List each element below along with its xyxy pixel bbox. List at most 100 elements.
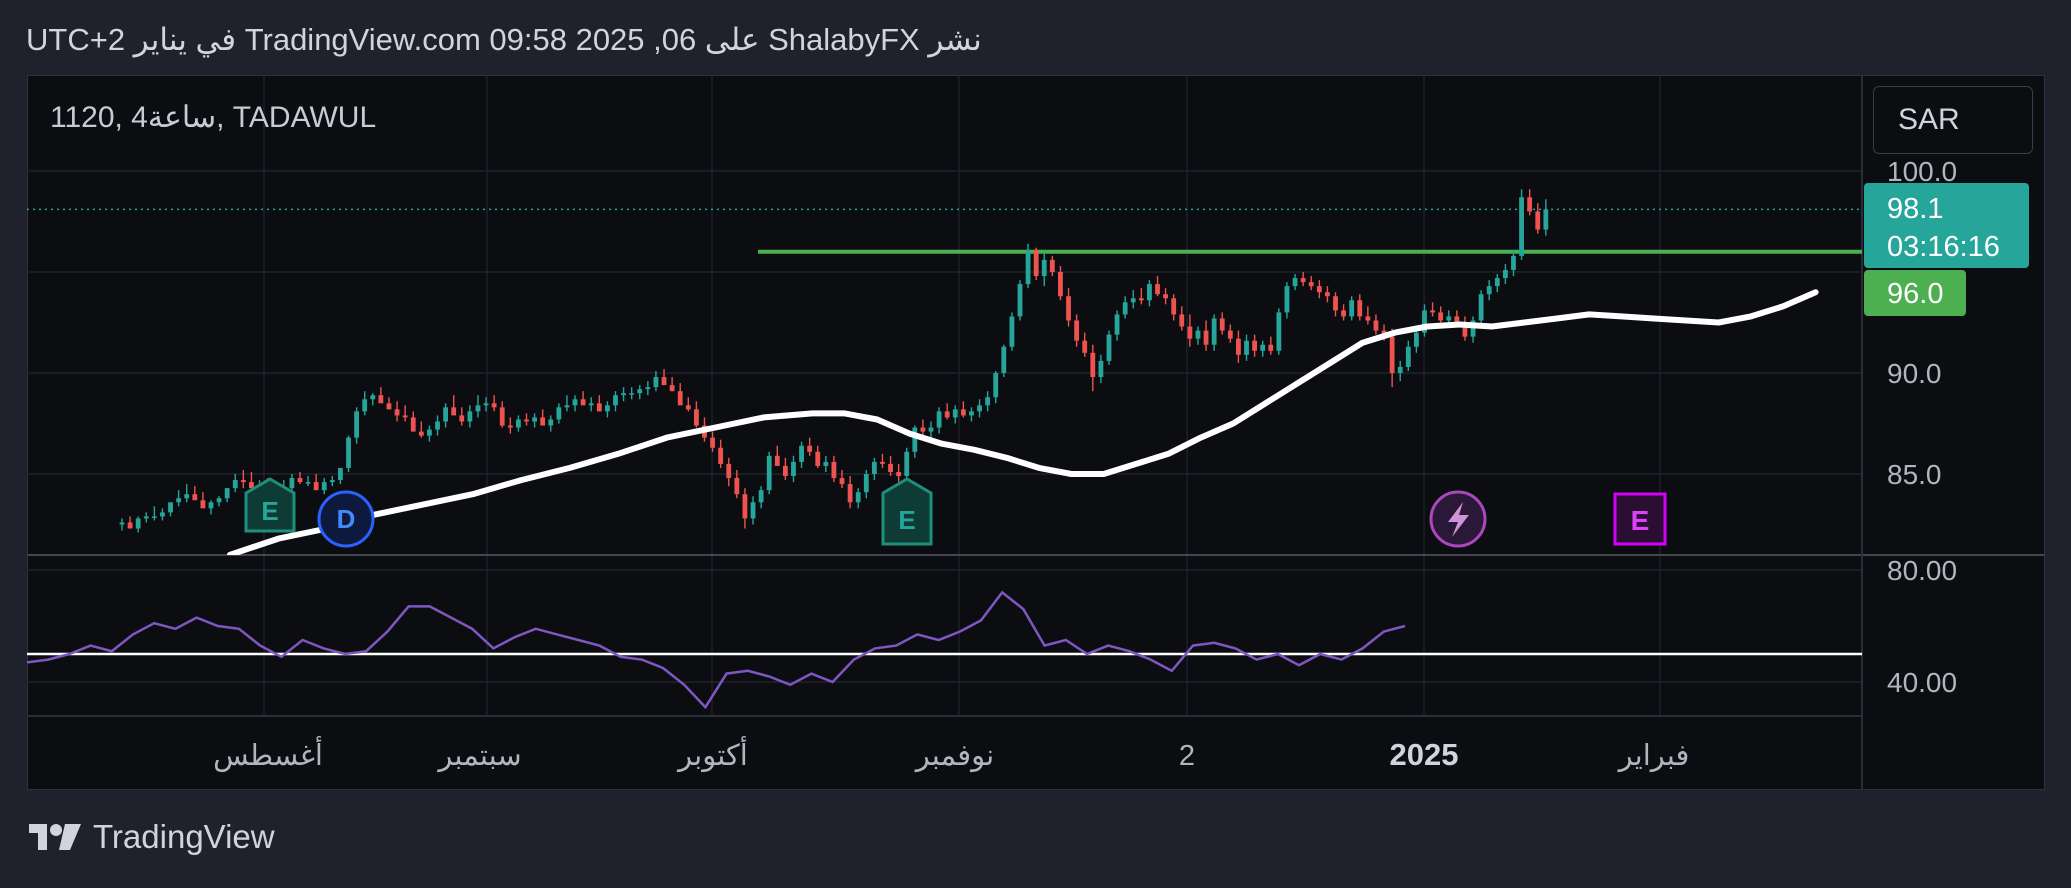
earnings-marker-oct[interactable]: E — [881, 477, 933, 546]
candle — [1049, 255, 1055, 277]
rsi-tick-label[interactable]: 80.00 — [1887, 555, 1957, 586]
brand-footer[interactable]: TradingView — [27, 818, 275, 856]
candle — [1114, 310, 1120, 341]
candle — [289, 474, 295, 493]
lightning-event-marker[interactable] — [1429, 490, 1487, 548]
candle — [135, 516, 141, 533]
candle — [1543, 199, 1549, 236]
candle — [588, 397, 594, 412]
time-tick-label[interactable]: فبراير — [1617, 740, 1690, 773]
chart-frame[interactable] — [27, 75, 2045, 790]
symbol-label[interactable]: 1120, 4ساعة, TADAWUL — [50, 101, 376, 134]
candle — [1098, 354, 1104, 384]
candle — [232, 474, 238, 493]
time-tick-label[interactable]: 2 — [1179, 740, 1195, 772]
candle — [127, 516, 133, 529]
time-tick-label[interactable]: نوفمبر — [914, 740, 994, 773]
candle — [176, 490, 182, 507]
candle — [386, 397, 392, 410]
candle — [378, 387, 384, 404]
time-tick-label[interactable]: سبتمبر — [436, 740, 521, 773]
resistance-level-badge[interactable]: 96.0 — [1864, 270, 1966, 316]
candle — [305, 476, 311, 487]
candle — [532, 413, 537, 428]
candle — [1316, 280, 1322, 299]
candle — [216, 496, 222, 507]
candle — [742, 488, 748, 529]
candle — [1341, 304, 1346, 321]
candle — [936, 407, 942, 434]
candle — [896, 463, 902, 483]
candle — [1138, 288, 1144, 305]
candle — [1163, 288, 1169, 305]
earnings-marker-aug[interactable]: E — [244, 477, 296, 533]
candle — [394, 401, 400, 422]
candle — [208, 500, 214, 515]
candle — [1033, 247, 1039, 281]
candle — [1252, 334, 1257, 357]
candle — [410, 411, 416, 432]
candle — [1470, 316, 1476, 343]
candle — [475, 395, 481, 418]
candle — [1211, 314, 1217, 351]
candle — [1155, 276, 1160, 297]
candle — [151, 506, 157, 521]
lightning-icon — [1448, 502, 1469, 537]
candle — [1462, 316, 1468, 341]
candle — [427, 425, 432, 442]
dividend-marker[interactable]: D — [317, 490, 375, 548]
candle — [1300, 272, 1306, 287]
candle — [1041, 251, 1047, 287]
candle — [1130, 290, 1136, 309]
candle — [685, 397, 691, 412]
last-price-badge[interactable]: 98.1 03:16:16 — [1864, 183, 2029, 268]
candle — [1074, 314, 1080, 347]
candle — [184, 484, 190, 503]
candle — [1009, 312, 1015, 351]
candle — [1244, 334, 1249, 361]
last-price-value: 98.1 — [1887, 193, 1943, 225]
candle — [621, 387, 626, 402]
candle — [1017, 280, 1023, 321]
candle — [969, 407, 974, 422]
candle — [718, 439, 724, 468]
earnings-marker-feb[interactable]: E — [1613, 492, 1667, 546]
candle — [766, 451, 772, 495]
candle — [467, 405, 473, 428]
candle — [1147, 280, 1152, 307]
candle — [1219, 312, 1225, 335]
candle — [831, 455, 837, 483]
rsi-tick-label[interactable]: 40.00 — [1887, 667, 1957, 698]
resistance-level-value: 96.0 — [1887, 278, 1943, 310]
candle — [1025, 243, 1031, 289]
candle — [920, 419, 926, 436]
candle — [1430, 302, 1435, 317]
candle — [985, 391, 991, 412]
candle — [1001, 344, 1007, 378]
candle — [516, 415, 521, 432]
currency-selector[interactable]: SAR — [1873, 86, 2033, 154]
candle — [338, 467, 343, 485]
candle — [653, 370, 659, 392]
price-tick-label[interactable]: 85.0 — [1887, 459, 1942, 490]
price-tick-label[interactable]: 90.0 — [1887, 358, 1942, 389]
candle — [1422, 304, 1427, 337]
time-tick-label[interactable]: أغسطس — [213, 735, 323, 773]
candle — [629, 387, 635, 400]
price-tick-label[interactable]: 100.0 — [1887, 156, 1957, 187]
candle — [483, 397, 489, 412]
candle — [540, 409, 546, 426]
candle — [1494, 274, 1500, 293]
candle — [734, 469, 740, 499]
candle — [240, 469, 246, 489]
candle — [524, 413, 529, 426]
time-tick-label[interactable]: أكتوبر — [676, 735, 748, 773]
candle — [329, 476, 335, 487]
candle — [613, 391, 618, 412]
time-tick-label[interactable]: 2025 — [1390, 737, 1459, 772]
candle — [572, 395, 578, 412]
candle — [855, 488, 861, 509]
candle — [1325, 286, 1330, 303]
candle — [912, 425, 918, 458]
